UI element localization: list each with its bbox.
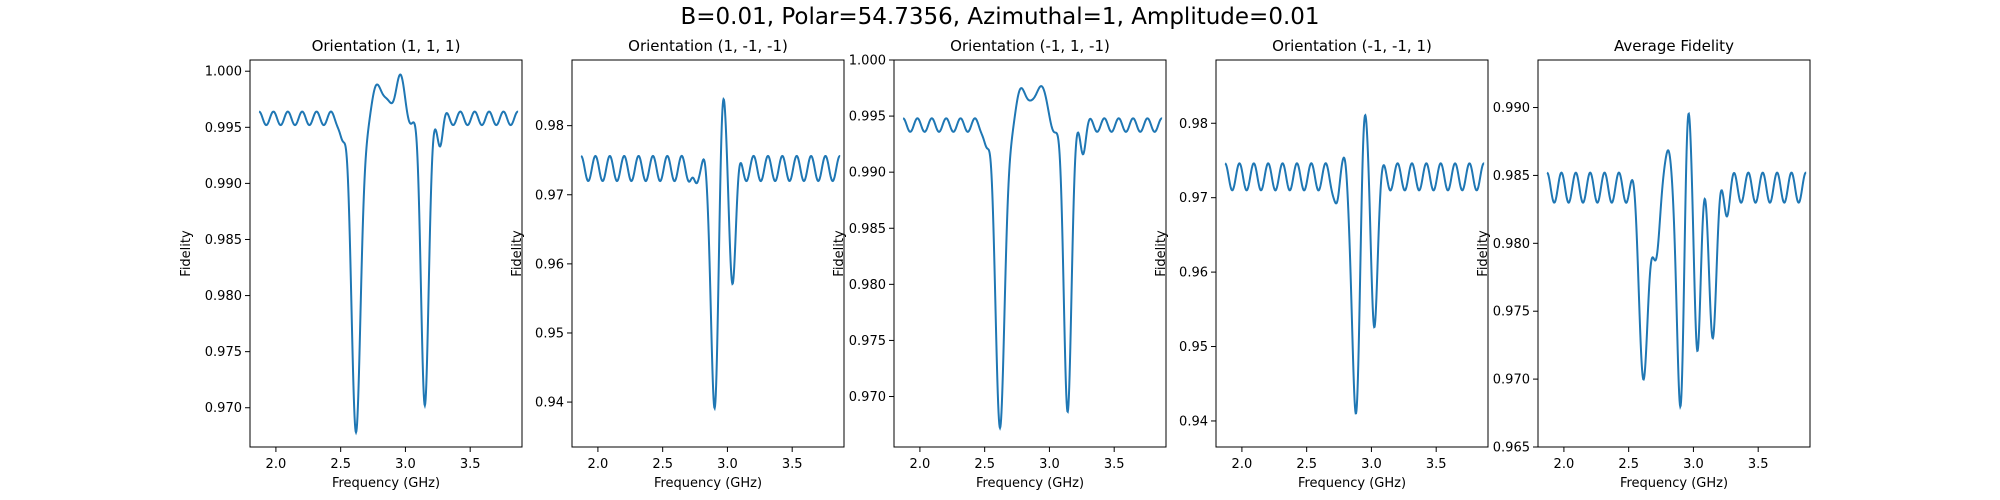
series-line <box>902 85 1163 431</box>
x-tick-label: 3.5 <box>782 457 803 472</box>
series-line <box>1546 111 1807 411</box>
series-line <box>580 96 841 412</box>
y-tick-label: 0.985 <box>205 233 242 248</box>
y-tick-label: 0.96 <box>1179 266 1208 281</box>
y-tick-label: 0.990 <box>1493 101 1530 116</box>
y-tick-label: 0.980 <box>1493 237 1530 252</box>
y-tick-label: 0.985 <box>1493 169 1530 184</box>
axes-frame <box>249 59 523 448</box>
y-tick-label: 0.95 <box>535 326 564 341</box>
x-tick-label: 3.0 <box>717 457 738 472</box>
y-tick-label: 0.995 <box>849 110 886 125</box>
y-tick-label: 0.98 <box>1179 117 1208 132</box>
figure-suptitle: B=0.01, Polar=54.7356, Azimuthal=1, Ampl… <box>680 4 1320 30</box>
x-tick-label: 2.5 <box>1296 457 1317 472</box>
y-axis-label: Fidelity <box>179 230 194 277</box>
subplot-title: Orientation (1, 1, 1) <box>312 37 461 55</box>
x-tick-label: 2.0 <box>910 457 931 472</box>
axes-frame <box>1537 59 1811 448</box>
x-tick-label: 3.5 <box>1426 457 1447 472</box>
subplot-4: 2.0 2.5 3.0 3.5 0.94 0.95 0.96 0.97 0.98 Orientat… <box>1154 37 1489 491</box>
x-axis-label: Frequency (GHz) <box>332 476 440 491</box>
x-tick-label: 2.5 <box>652 457 673 472</box>
y-tick-label: 0.995 <box>205 121 242 136</box>
subplot-3: 2.0 2.5 3.0 3.5 0.970 0.975 0.980 0.985 0.990 0.9… <box>832 37 1167 491</box>
y-tick-label: 0.975 <box>849 334 886 349</box>
x-axis-label: Frequency (GHz) <box>1298 476 1406 491</box>
x-axis-label: Frequency (GHz) <box>654 476 762 491</box>
y-axis-label: Fidelity <box>832 230 847 277</box>
x-tick-label: 2.5 <box>974 457 995 472</box>
y-tick-label: 1.000 <box>205 65 242 80</box>
x-tick-label: 3.5 <box>460 457 481 472</box>
y-tick-label: 0.97 <box>1179 191 1208 206</box>
subplot-title: Orientation (-1, 1, -1) <box>950 37 1110 55</box>
subplot-1: 2.0 2.5 3.0 3.5 0.970 0.975 0.980 0.985 0.990 0.9… <box>179 37 523 491</box>
subplot-2: 2.0 2.5 3.0 3.5 0.94 0.95 0.96 0.97 0.98 Orientat… <box>510 37 845 491</box>
y-tick-label: 0.94 <box>535 396 564 411</box>
y-tick-label: 0.970 <box>1493 373 1530 388</box>
y-tick-label: 1.000 <box>849 54 886 69</box>
y-tick-label: 0.985 <box>849 222 886 237</box>
y-tick-label: 0.965 <box>1493 441 1530 456</box>
y-tick-label: 0.970 <box>849 390 886 405</box>
x-tick-label: 2.0 <box>588 457 609 472</box>
subplot-title: Average Fidelity <box>1614 37 1734 55</box>
x-tick-label: 2.0 <box>1554 457 1575 472</box>
y-tick-label: 0.980 <box>849 278 886 293</box>
series-line <box>258 73 519 436</box>
subplot-5: 2.0 2.5 3.0 3.5 0.965 0.970 0.975 0.980 0.985 0.9… <box>1476 37 1811 491</box>
axes-frame <box>893 59 1167 448</box>
x-tick-label: 3.5 <box>1748 457 1769 472</box>
y-axis-label: Fidelity <box>1476 230 1491 277</box>
x-tick-label: 3.5 <box>1104 457 1125 472</box>
axes-frame <box>1215 59 1489 448</box>
x-tick-label: 3.0 <box>1683 457 1704 472</box>
x-axis-label: Frequency (GHz) <box>1620 476 1728 491</box>
x-tick-label: 2.0 <box>266 457 287 472</box>
y-tick-label: 0.95 <box>1179 340 1208 355</box>
series-line <box>1224 113 1485 415</box>
x-tick-label: 2.5 <box>1618 457 1639 472</box>
subplot-title: Orientation (1, -1, -1) <box>628 37 788 55</box>
y-tick-label: 0.94 <box>1179 414 1208 429</box>
y-tick-label: 0.98 <box>535 119 564 134</box>
x-tick-label: 3.0 <box>1039 457 1060 472</box>
y-tick-label: 0.97 <box>535 188 564 203</box>
x-tick-label: 2.0 <box>1232 457 1253 472</box>
y-tick-label: 0.990 <box>205 177 242 192</box>
y-tick-label: 0.980 <box>205 289 242 304</box>
axes-frame <box>571 59 845 448</box>
y-tick-label: 0.970 <box>205 401 242 416</box>
subplot-title: Orientation (-1, -1, 1) <box>1272 37 1432 55</box>
y-tick-label: 0.96 <box>535 257 564 272</box>
y-axis-label: Fidelity <box>1154 230 1169 277</box>
x-tick-label: 2.5 <box>330 457 351 472</box>
x-tick-label: 3.0 <box>1361 457 1382 472</box>
y-axis-label: Fidelity <box>510 230 525 277</box>
x-axis-label: Frequency (GHz) <box>976 476 1084 491</box>
y-tick-label: 0.990 <box>849 166 886 181</box>
y-tick-label: 0.975 <box>205 345 242 360</box>
x-tick-label: 3.0 <box>395 457 416 472</box>
y-tick-label: 0.975 <box>1493 305 1530 320</box>
